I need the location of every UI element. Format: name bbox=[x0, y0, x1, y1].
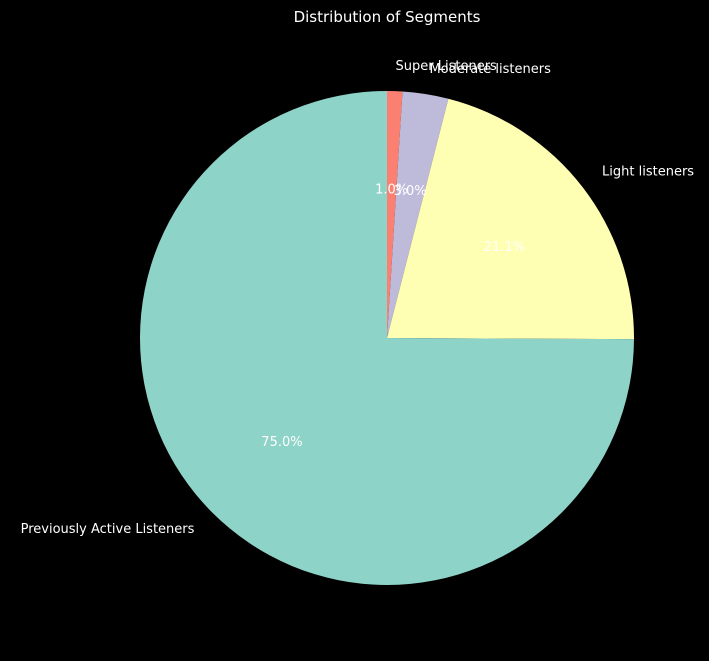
chart-title: Distribution of Segments bbox=[294, 8, 481, 26]
slice-label-light-listeners: Light listeners bbox=[602, 164, 694, 179]
pie-slice-light-listeners bbox=[387, 98, 634, 340]
pct-label-moderate-listeners: 3.0% bbox=[394, 184, 427, 199]
pie-slice-moderate-listeners bbox=[387, 91, 449, 339]
pct-label-light-listeners: 21.1% bbox=[484, 240, 525, 255]
pie-slice-super-listeners bbox=[387, 91, 403, 338]
pct-label-previously-active-listeners: 75.0% bbox=[261, 435, 302, 450]
pie-slices bbox=[139, 91, 634, 585]
pct-label-super-listeners: 1.0% bbox=[375, 182, 408, 197]
pie-slice-previously-active-listeners bbox=[139, 91, 634, 585]
slice-label-super-listeners: Super Listeners bbox=[396, 59, 498, 74]
pie-labels: Super Listeners 1.0% Moderate listeners 3.0… bbox=[21, 59, 695, 537]
slice-label-previously-active-listeners: Previously Active Listeners bbox=[21, 522, 195, 537]
slice-label-moderate-listeners: Moderate listeners bbox=[429, 62, 551, 77]
